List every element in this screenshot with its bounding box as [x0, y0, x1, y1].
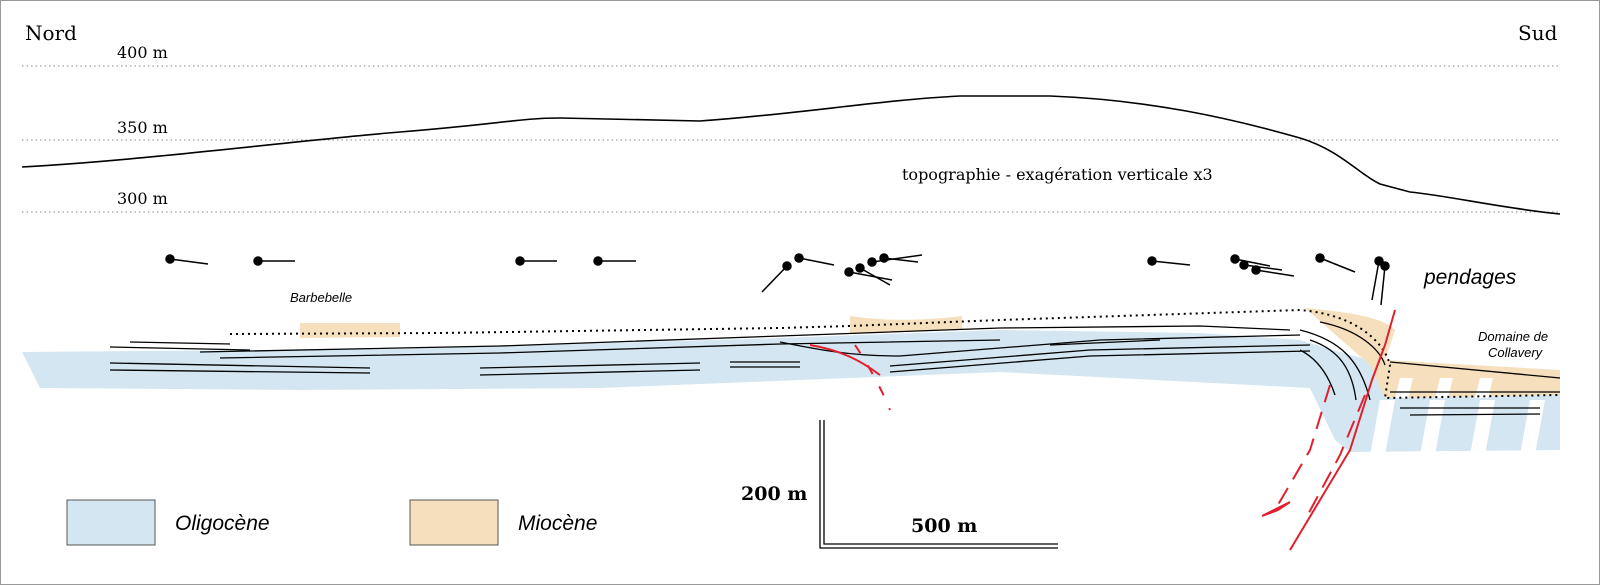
legend-label: Miocène [518, 512, 597, 535]
scale-label: 200 m [741, 483, 807, 505]
place-label: Domaine de [1478, 329, 1548, 344]
topography-label: topographie - exagération verticale x3 [902, 165, 1213, 184]
legend-swatch [410, 500, 498, 545]
south-label: Sud [1518, 21, 1558, 45]
elevation-label: 350 m [117, 118, 168, 137]
elevation-label: 300 m [117, 189, 168, 208]
cross-section: Nord Sud 400 m 350 m 300 m topographie -… [0, 0, 1600, 585]
place-label: Barbebelle [290, 290, 352, 305]
dips-label: pendages [1423, 266, 1517, 289]
elevation-label: 400 m [117, 43, 168, 62]
north-label: Nord [25, 21, 77, 45]
place-label: Collavery [1488, 345, 1544, 360]
legend-swatch [67, 500, 155, 545]
page: {"header": {"left": "Nord", "right": "Su… [0, 0, 1600, 585]
scale-label: 500 m [911, 515, 977, 537]
legend-label: Oligocène [175, 512, 270, 535]
